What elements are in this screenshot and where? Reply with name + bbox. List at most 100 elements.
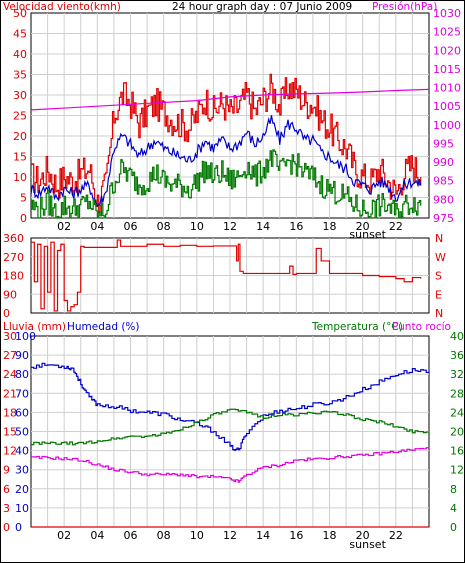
x-tick-label: 02	[57, 220, 71, 233]
series-line-avg	[30, 115, 422, 207]
y-tick-label: 45	[13, 28, 27, 41]
y-tick-label: 16	[450, 445, 464, 458]
y-tick-label: 25	[13, 110, 27, 123]
y-tick-label: 20	[450, 426, 464, 439]
wind-pressure-chart: 0 5 10 15 20 25 30 35 40 45 50 975 980 985 990 995 1000 1…	[13, 7, 461, 241]
y-tick-label: 995	[433, 137, 454, 150]
y-tick-label: 30	[3, 330, 17, 343]
y-tick-label: 12	[450, 464, 464, 477]
x-tick-label: 12	[223, 220, 237, 233]
series-line-humedad	[31, 362, 430, 451]
wind-axis-label: Velocidad viento(kmh)	[3, 1, 121, 13]
x-tick-label: 14	[256, 220, 270, 233]
x-tick-label: 14	[256, 529, 270, 542]
rain-axis-label: Lluvia (mm)	[3, 321, 66, 333]
series-line-presinhpa	[30, 88, 430, 111]
y-tick-label: 27	[3, 349, 17, 362]
rain-humidity-temperature-chart: 0369121518212427300102030405060708090100…	[3, 330, 464, 551]
y-tick-label: 80	[15, 368, 29, 381]
x-tick-label: 04	[90, 529, 104, 542]
y-tick-label: 1020	[433, 44, 461, 57]
y-tick-label: 360	[3, 232, 24, 245]
y-tick-label: 0	[3, 521, 10, 534]
y-tick-label: 9	[3, 464, 10, 477]
y-tick-label: 0	[450, 521, 457, 534]
x-tick-label: 22	[389, 220, 403, 233]
x-tick-label: 06	[124, 529, 138, 542]
y-tick-label: 24	[3, 368, 17, 381]
y-tick-label: 50	[13, 7, 27, 20]
humidity-axis-label: Humedad (%)	[67, 321, 140, 333]
y-tick-label: 180	[3, 270, 24, 283]
y-tick-label: 40	[13, 48, 27, 61]
y-tick-label: 60	[15, 406, 29, 419]
y-tick-label: 20	[13, 130, 27, 143]
x-tick-label: 10	[190, 529, 204, 542]
y-tick-label: 70	[15, 387, 29, 400]
direction-letter: W	[435, 251, 446, 264]
y-tick-label: 36	[450, 349, 464, 362]
y-tick-label: 30	[15, 464, 29, 477]
y-tick-label: 0	[15, 521, 22, 534]
x-tick-label: 08	[157, 529, 171, 542]
y-tick-label: 985	[433, 175, 454, 188]
y-tick-label: 4	[450, 502, 457, 515]
series-line-puntoroco	[31, 447, 430, 483]
x-tick-label: 12	[223, 529, 237, 542]
x-tick-label: 08	[157, 220, 171, 233]
y-tick-label: 15	[13, 151, 27, 164]
direction-letter: N	[435, 307, 443, 320]
dewpoint-axis-label: Punto rocío	[392, 321, 451, 333]
x-tick-label: 20	[356, 220, 370, 233]
y-tick-label: 21	[3, 387, 17, 400]
pressure-axis-label: Presión(hPa)	[372, 1, 437, 13]
y-tick-label: 18	[3, 406, 17, 419]
y-tick-label: 28	[450, 387, 464, 400]
y-tick-label: 980	[433, 193, 454, 206]
y-tick-label: 50	[15, 426, 29, 439]
x-tick-label: 16	[289, 220, 303, 233]
y-tick-label: 10	[15, 502, 29, 515]
y-tick-label: 24	[450, 406, 464, 419]
y-tick-label: 270	[3, 251, 24, 264]
y-tick-label: 975	[433, 212, 454, 225]
x-tick-label: 20	[356, 529, 370, 542]
y-tick-label: 40	[15, 445, 29, 458]
y-tick-label: 32	[450, 368, 464, 381]
y-tick-label: 40	[450, 330, 464, 343]
y-tick-label: 1010	[433, 82, 461, 95]
y-tick-label: 1030	[433, 7, 461, 20]
y-tick-label: 90	[15, 349, 29, 362]
y-tick-label: 0	[20, 212, 27, 225]
y-tick-label: 10	[13, 171, 27, 184]
series-line-min	[31, 149, 422, 219]
x-tick-label: 22	[389, 529, 403, 542]
y-tick-label: 30	[13, 89, 27, 102]
y-tick-label: 6	[3, 483, 10, 496]
direction-letter: E	[435, 288, 442, 301]
y-tick-label: 990	[433, 156, 454, 169]
temperature-axis-label: Temperatura (°C)	[311, 321, 403, 333]
y-tick-label: 3	[3, 502, 10, 515]
series-line-temperaturac	[31, 408, 430, 446]
y-tick-label: 0	[3, 307, 10, 320]
y-tick-label: 1025	[433, 26, 461, 39]
series-line-direction	[31, 239, 422, 312]
y-tick-label: 20	[15, 483, 29, 496]
x-tick-label: 18	[323, 529, 337, 542]
y-tick-label: 1000	[433, 119, 461, 132]
y-tick-label: 8	[450, 483, 457, 496]
x-tick-label: 18	[323, 220, 337, 233]
y-tick-label: 35	[13, 69, 27, 82]
y-tick-label: 5	[20, 192, 27, 205]
y-tick-label: 12	[3, 445, 17, 458]
x-tick-label: 10	[190, 220, 204, 233]
y-tick-label: 100	[15, 330, 36, 343]
y-tick-label: 1005	[433, 100, 461, 113]
sunset-label: sunset	[349, 538, 386, 551]
direction-letter: N	[435, 232, 443, 245]
direction-letter: S	[435, 270, 442, 283]
